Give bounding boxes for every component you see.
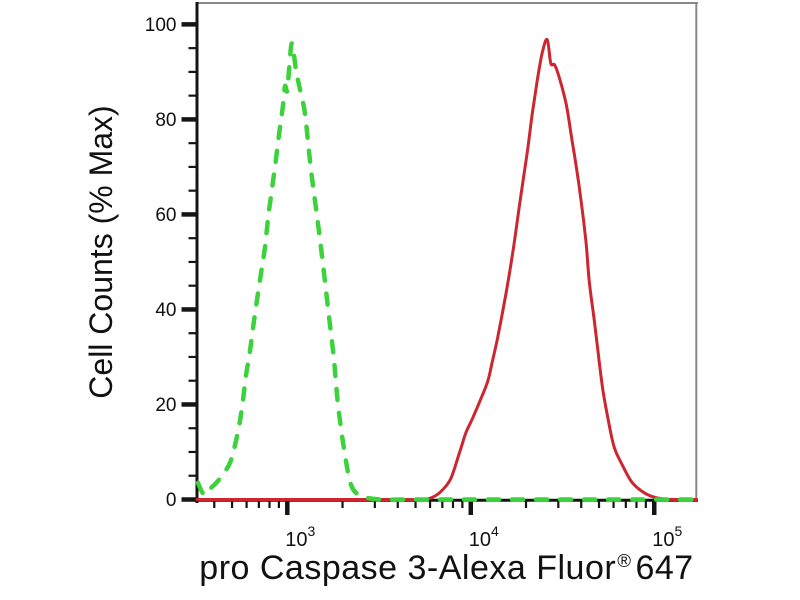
y-tick-label: 60 — [155, 205, 176, 226]
series-curve-solid-red-histogram — [195, 37, 698, 502]
x-axis-label: pro Caspase 3-Alexa Fluor® 647 — [176, 549, 717, 588]
x-axis: 103 104 105 — [194, 498, 698, 551]
x-tick-label: 105 — [652, 523, 682, 551]
y-tick-label: 40 — [155, 300, 176, 321]
plot-border — [195, 2, 698, 501]
y-tick-label: 100 — [145, 15, 177, 36]
y-tick-label: 0 — [166, 490, 177, 511]
y-axis-label: Cell Counts (% Max) — [83, 105, 119, 398]
y-axis: 0 20 40 60 80 100 — [145, 2, 199, 511]
y-tick-label: 80 — [155, 110, 176, 131]
x-axis-label-main: pro Caspase 3-Alexa Fluor — [199, 549, 617, 587]
data-series — [195, 37, 698, 502]
x-axis-label-suffix: 647 — [635, 549, 694, 587]
series-curve-dashed-green-histogram — [195, 41, 698, 502]
x-tick-label: 103 — [285, 523, 315, 551]
registered-trademark-symbol: ® — [617, 549, 632, 571]
x-tick-label: 104 — [469, 523, 499, 551]
y-tick-label: 20 — [155, 395, 176, 416]
